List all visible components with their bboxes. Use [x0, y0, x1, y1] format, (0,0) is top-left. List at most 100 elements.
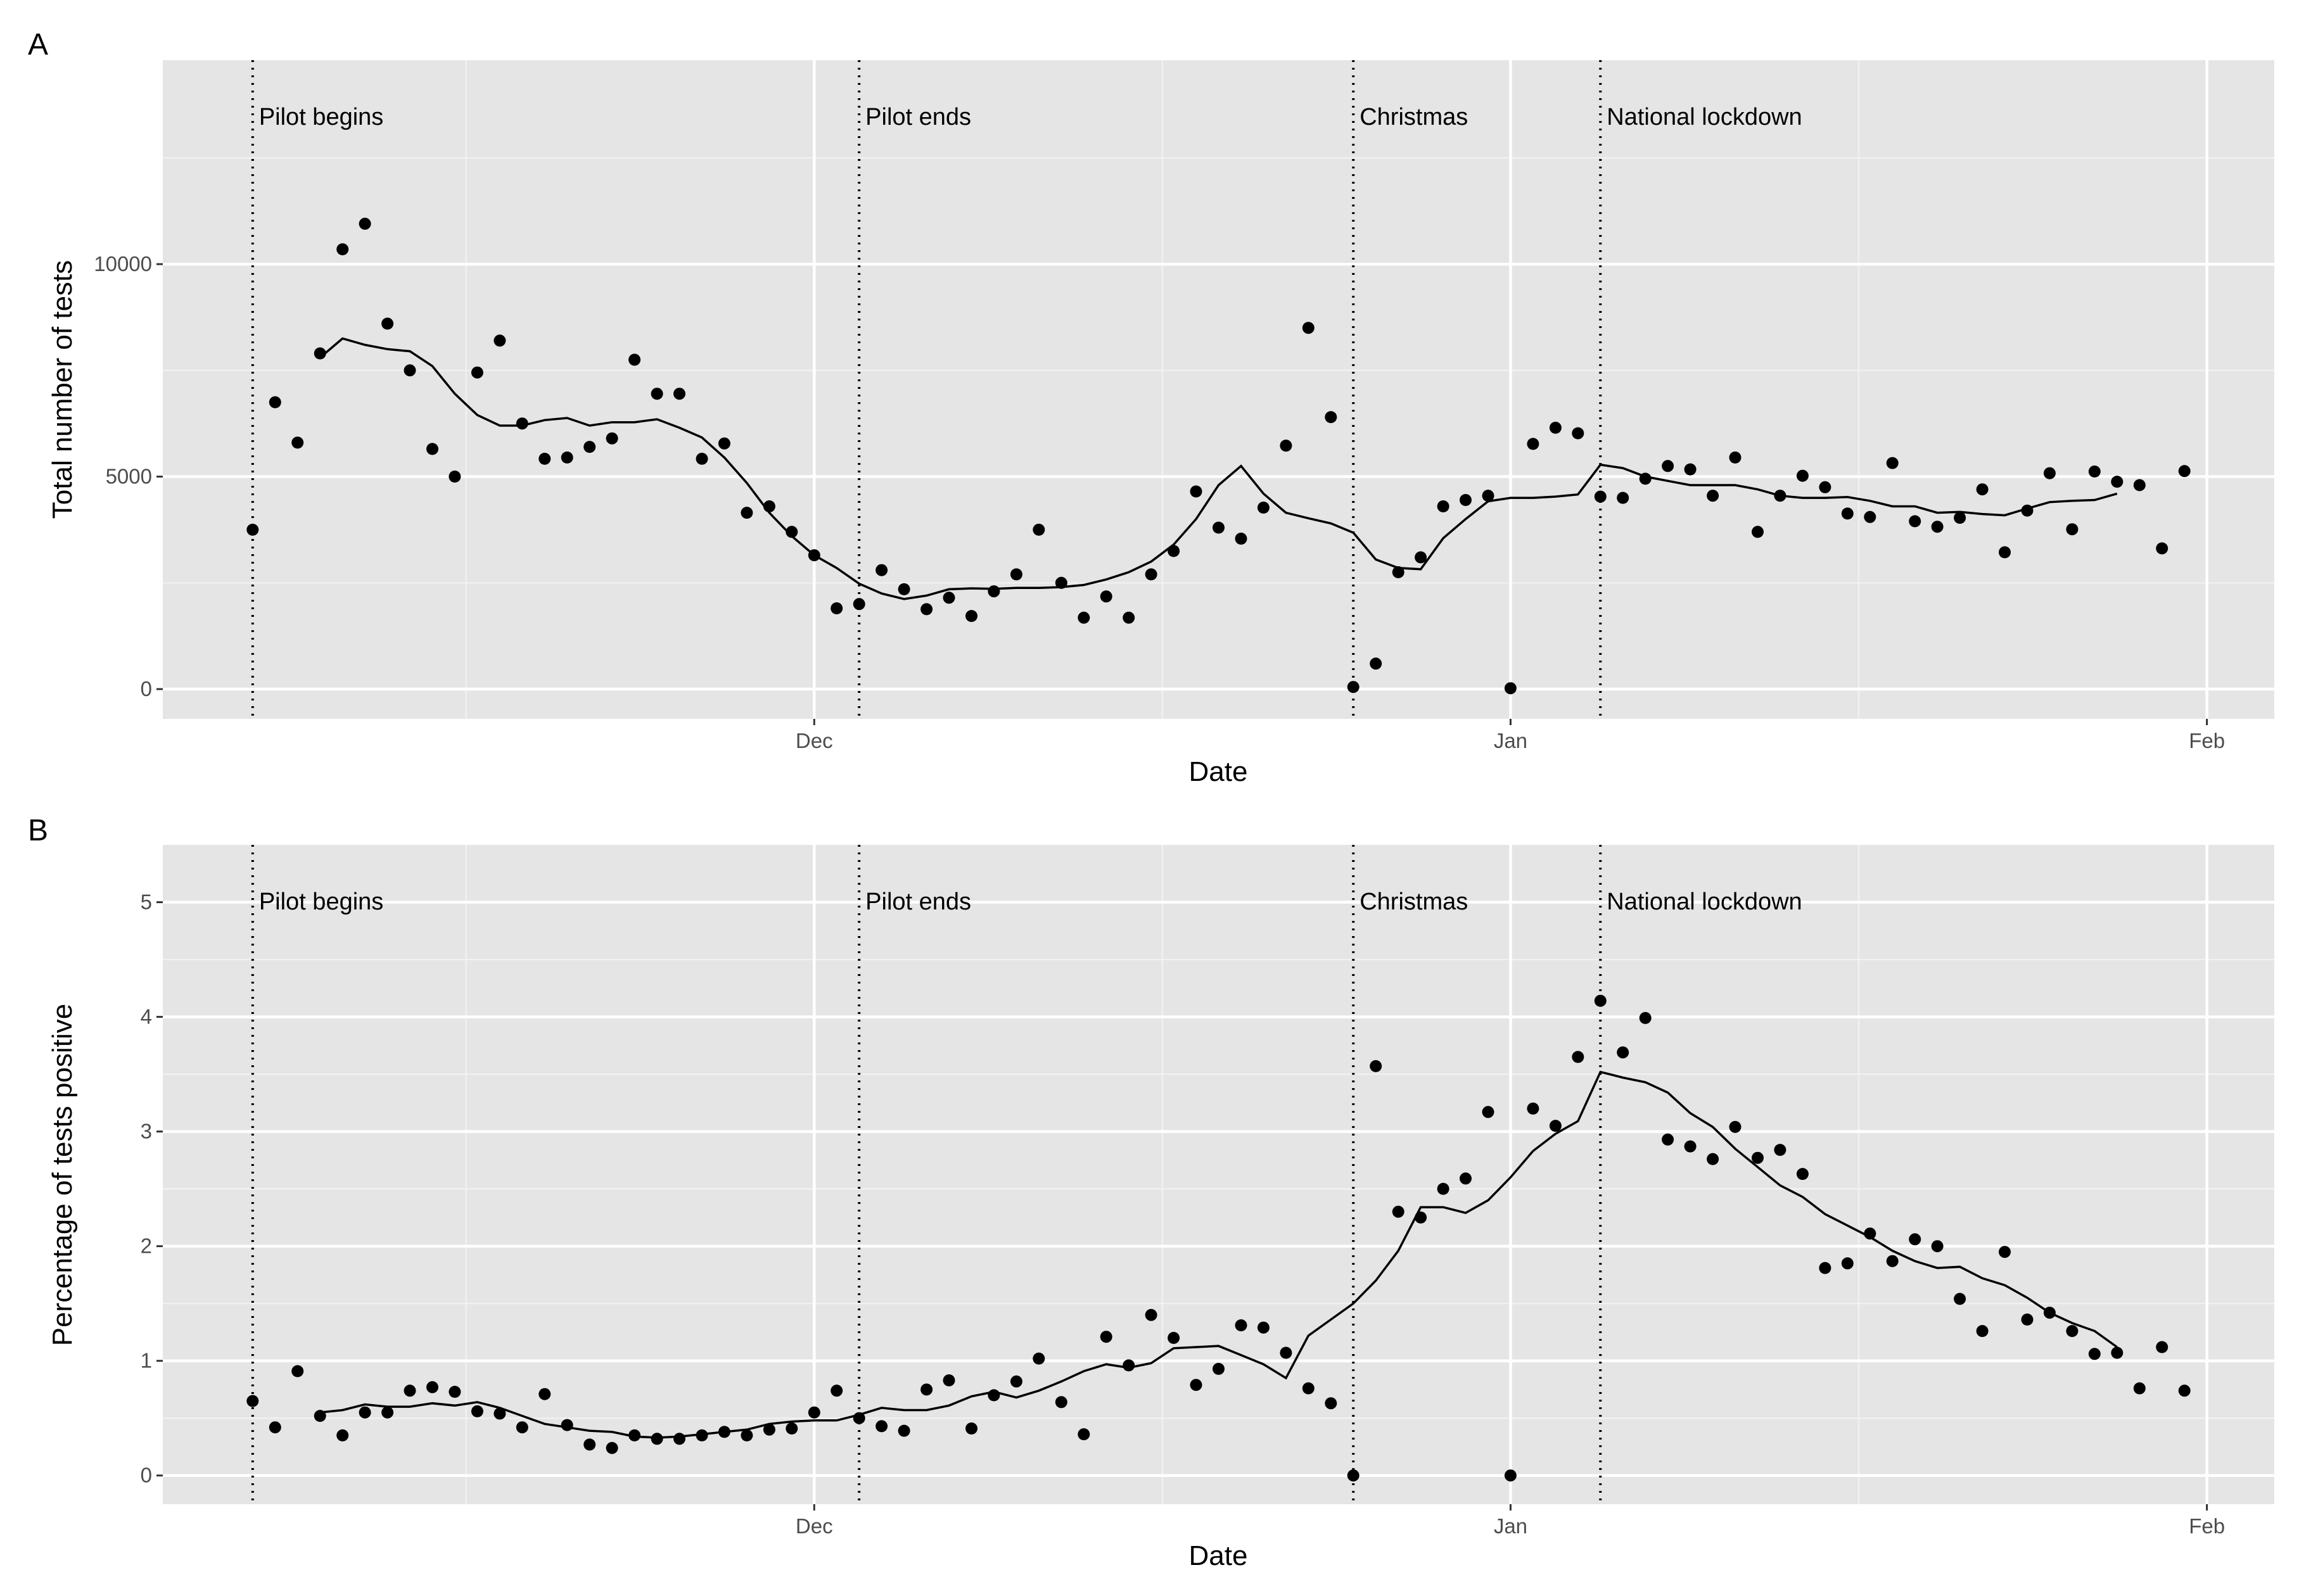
gridlines [163, 60, 2274, 719]
data-point [2021, 504, 2034, 517]
data-point [965, 610, 978, 623]
y-tick-label: 5 [141, 890, 152, 914]
event-label: Pilot ends [865, 889, 971, 915]
data-point [1100, 590, 1112, 603]
data-point [876, 1420, 888, 1433]
event-markers: Pilot begins Pilot ends Christmas National … [251, 60, 1802, 719]
data-point [2156, 542, 2168, 555]
data-point [1302, 1382, 1315, 1395]
data-point [1235, 1319, 1247, 1332]
data-point [561, 451, 573, 464]
data-point [2066, 1325, 2079, 1338]
data-point [628, 353, 641, 366]
y-tick-label: 10000 [94, 252, 152, 276]
data-point [1976, 483, 1989, 496]
data-point [1752, 526, 1764, 538]
data-point [1370, 1060, 1382, 1072]
data-point [2111, 476, 2124, 488]
data-point [1033, 1352, 1045, 1365]
data-point [583, 1438, 596, 1451]
data-point [1055, 576, 1067, 589]
data-point [1100, 1331, 1112, 1343]
data-point [1662, 460, 1674, 472]
data-point [471, 366, 483, 379]
data-point [2088, 466, 2101, 478]
event-label: Pilot begins [259, 104, 383, 130]
data-point [763, 1423, 775, 1436]
data-point [1931, 1240, 1944, 1253]
data-point [1954, 1293, 1966, 1305]
x-axis: Dec Jan Feb [796, 1504, 2225, 1538]
data-point [1864, 1227, 1876, 1240]
data-point [606, 432, 618, 445]
data-point [651, 1433, 663, 1445]
data-point [291, 436, 304, 449]
data-point [1684, 463, 1697, 476]
data-point [1033, 523, 1045, 536]
data-point [1257, 502, 1270, 514]
data-point [538, 452, 551, 465]
event-label: Christmas [1360, 104, 1468, 130]
data-point [718, 1426, 730, 1438]
data-point [561, 1419, 573, 1431]
data-point [1213, 1362, 1225, 1375]
data-point [943, 1374, 955, 1386]
data-point [516, 1421, 528, 1434]
data-point [1010, 1375, 1022, 1388]
data-point [1347, 681, 1360, 694]
data-point [1280, 1346, 1292, 1359]
data-point [336, 1429, 349, 1441]
data-point [1010, 568, 1022, 581]
data-point [1123, 611, 1135, 624]
data-point [741, 1429, 753, 1441]
data-point [808, 549, 820, 562]
data-point [741, 507, 753, 519]
y-tick-label: 5000 [106, 465, 152, 488]
data-point [449, 471, 461, 483]
moving-average-layer [319, 337, 2118, 600]
data-point [965, 1422, 978, 1434]
data-point [1482, 1106, 1494, 1118]
data-point [696, 452, 708, 465]
data-point [269, 1421, 281, 1434]
data-point [1909, 1233, 1921, 1246]
data-point [1819, 1262, 1831, 1274]
data-point [1437, 1182, 1449, 1195]
data-point [1415, 551, 1427, 564]
data-point [853, 598, 865, 611]
data-point [988, 1389, 1000, 1402]
data-point [1460, 1172, 1472, 1185]
data-point [1347, 1469, 1360, 1482]
data-point [494, 334, 506, 347]
data-point [1168, 1332, 1180, 1344]
data-point [494, 1407, 506, 1420]
moving-average-layer [320, 1070, 2118, 1439]
data-point [808, 1406, 820, 1419]
data-point [920, 1383, 933, 1396]
data-point [876, 564, 888, 576]
y-tick-label: 2 [141, 1234, 152, 1258]
data-point [1819, 481, 1831, 493]
data-point [291, 1365, 304, 1378]
data-point [2156, 1341, 2168, 1353]
data-point [381, 1406, 394, 1419]
data-point [1864, 510, 1876, 523]
data-point [718, 437, 730, 450]
data-point [763, 500, 775, 512]
data-point [1594, 490, 1607, 503]
data-point [1729, 451, 1742, 464]
data-point [1684, 1140, 1697, 1153]
data-point [1504, 682, 1517, 695]
data-point [628, 1429, 641, 1441]
plot-area [163, 60, 2274, 719]
moving-average-line [319, 337, 2118, 600]
data-point [786, 526, 798, 538]
data-point [1235, 533, 1247, 545]
y-axis: 0 1 2 3 4 5 [141, 890, 163, 1487]
data-point [1145, 568, 1157, 581]
data-point [1841, 507, 1854, 520]
data-point [404, 1384, 416, 1397]
data-point [269, 396, 281, 408]
data-point [1796, 469, 1809, 482]
data-point [1213, 521, 1225, 534]
